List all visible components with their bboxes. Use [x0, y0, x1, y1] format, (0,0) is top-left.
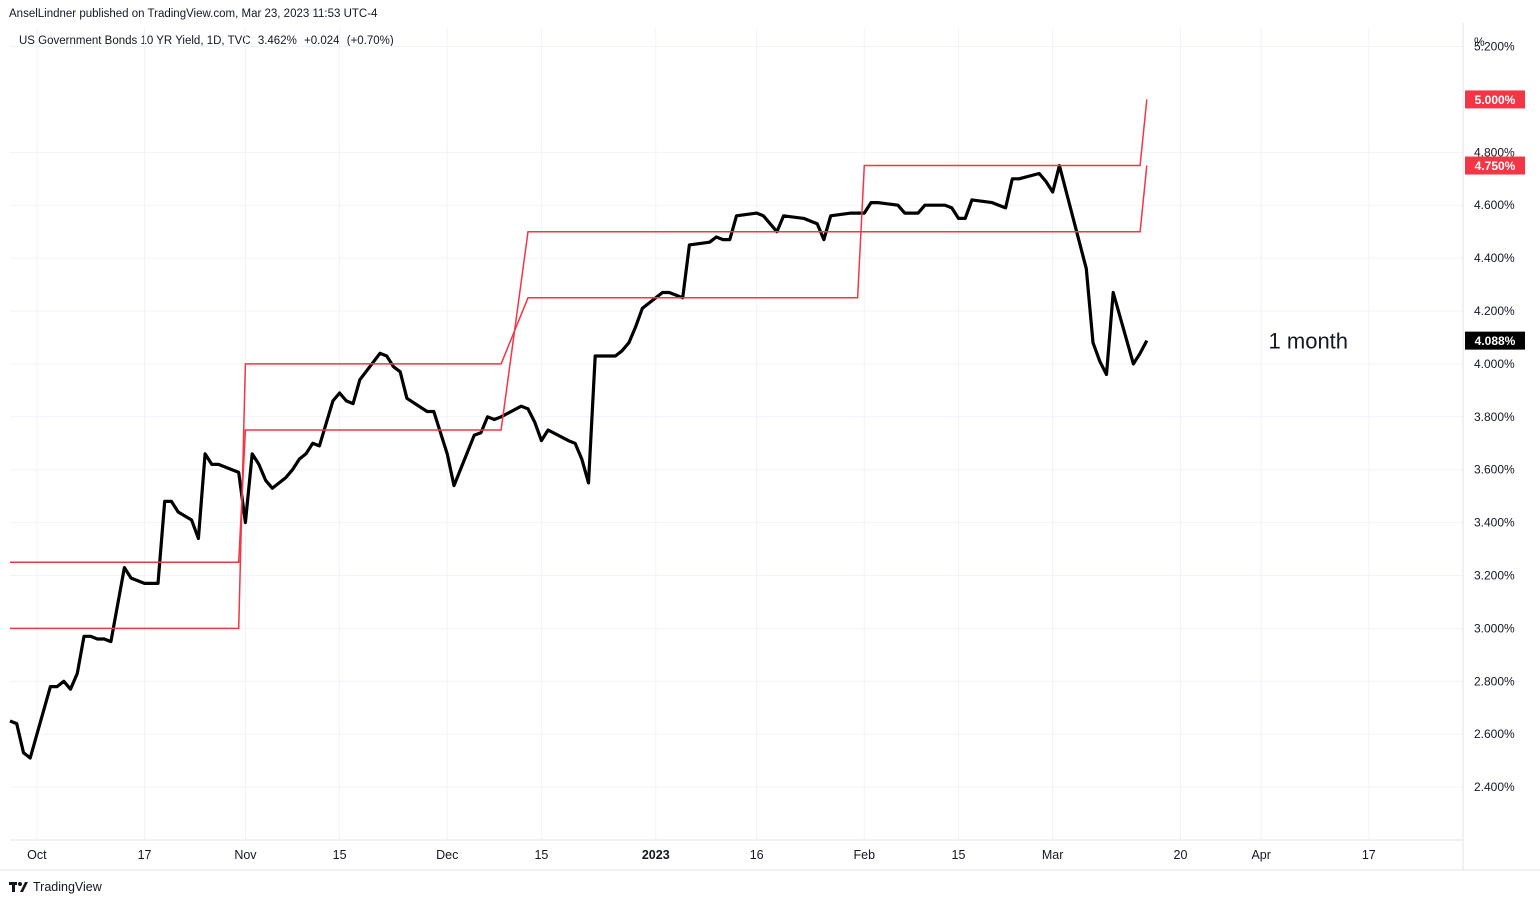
x-tick-label: 15 — [952, 848, 966, 862]
price-label: 4.750% — [1475, 159, 1516, 173]
legend-symbol: US Government Bonds 10 YR Yield, 1D, TVC — [19, 35, 251, 47]
price-label-box — [1465, 156, 1525, 175]
x-tick-label: 16 — [750, 848, 764, 862]
y-axis-unit: % — [1474, 35, 1485, 49]
x-tick-label: 17 — [138, 848, 152, 862]
tradingview-footer[interactable]: TradingView — [9, 880, 102, 894]
x-tick-label: Oct — [27, 848, 47, 862]
band-series-line — [10, 165, 1148, 564]
publisher-header: AnselLindner published on TradingView.co… — [9, 8, 378, 20]
legend-last: 3.462% — [257, 35, 297, 47]
y-tick-label: 4.800% — [1474, 145, 1515, 159]
axis-layer: % 2.400% 2.600% 2.800% 3.000% 3.200% 3.400% 3.6… — [0, 23, 1540, 871]
x-tick-label: 20 — [1174, 848, 1188, 862]
x-tick-label: Dec — [436, 848, 458, 862]
y-tick-label: 4.200% — [1474, 304, 1515, 318]
y-tick-label: 3.400% — [1474, 516, 1515, 530]
price-label-box — [1465, 90, 1525, 109]
x-tick-label: Apr — [1251, 848, 1270, 862]
legend-change-pct: (+0.70%) — [346, 35, 394, 47]
tradingview-brand: TradingView — [33, 880, 102, 894]
annotation-label: 1 month — [1269, 329, 1349, 354]
y-tick-label: 5.200% — [1474, 40, 1515, 54]
y-tick-label: 3.800% — [1474, 410, 1515, 424]
series-layer: 1 month — [9, 99, 1349, 760]
y-tick-label: 4.400% — [1474, 251, 1515, 265]
price-label: 5.000% — [1475, 93, 1516, 107]
grid-layer — [10, 28, 1463, 840]
y-tick-label: 4.000% — [1474, 357, 1515, 371]
x-tick-label: 15 — [333, 848, 347, 862]
x-tick-label: 15 — [534, 848, 548, 862]
legend-change: +0.024 — [304, 35, 340, 47]
x-tick-label: 17 — [1362, 848, 1376, 862]
y-tick-label: 3.000% — [1474, 621, 1515, 635]
y-tick-label: 2.600% — [1474, 727, 1515, 741]
y-tick-label: 2.800% — [1474, 674, 1515, 688]
price-series-line — [9, 163, 1149, 760]
series-legend: US Government Bonds 10 YR Yield, 1D, TVC… — [19, 35, 398, 47]
y-tick-label: 3.200% — [1474, 569, 1515, 583]
tradingview-logo-icon — [9, 882, 28, 892]
price-label: 4.088% — [1475, 334, 1516, 348]
price-label-box — [1465, 331, 1525, 350]
x-tick-label: Feb — [854, 848, 876, 862]
y-tick-label: 2.400% — [1474, 780, 1515, 794]
x-tick-label: Nov — [234, 848, 257, 862]
x-tick-label: 2023 — [642, 848, 670, 862]
y-tick-label: 3.600% — [1474, 463, 1515, 477]
x-tick-label: Mar — [1042, 848, 1064, 862]
band-series-line — [10, 99, 1148, 630]
y-tick-label: 4.600% — [1474, 198, 1515, 212]
